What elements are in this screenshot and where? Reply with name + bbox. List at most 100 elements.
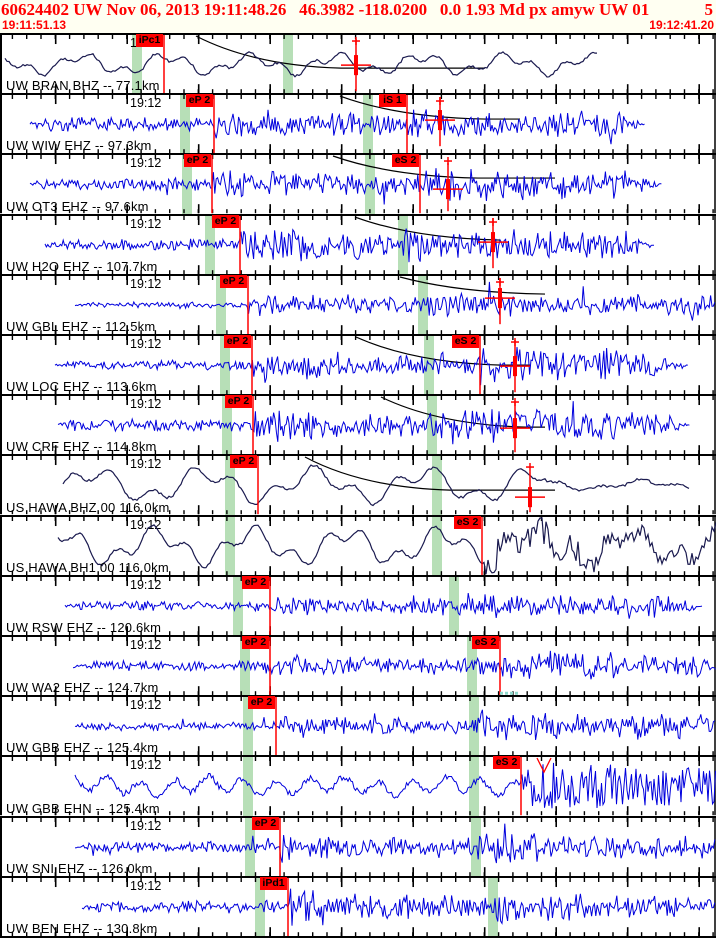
- station-label-ben-ehz: UW BEN EHZ -- 130.8km: [6, 921, 158, 937]
- predicted-s-band-gbb-ehn: [469, 757, 479, 816]
- predicted-p-band-ben-ehz: [255, 877, 265, 937]
- station-label-sni-ehz: UW SNI EHZ -- 126.0km: [6, 860, 153, 876]
- time-range-row: 19:11:51.13 19:12:41.20: [0, 19, 716, 32]
- minute-label: 19:12: [130, 276, 162, 291]
- phase-pick-label-gbb-ehz-0[interactable]: eP 2: [248, 696, 275, 710]
- phase-pick-label-wa2-ehz-1[interactable]: eS 2: [472, 636, 499, 650]
- coda-decay-curve: [195, 35, 485, 69]
- minute-label: 19:12: [130, 457, 162, 472]
- predicted-p-band-sni-ehz: [245, 817, 255, 876]
- amplitude-marker[interactable]: [500, 398, 530, 453]
- amplitude-marker[interactable]: [425, 97, 455, 147]
- trace-panel-ben-ehz[interactable]: 19:12 iPd1 UW BEN EHZ -- 130.8km: [0, 875, 716, 938]
- trace-panel-gbl-ehz[interactable]: 19:12 eP 2 UW GBL EHZ -- 112.5km: [0, 273, 716, 335]
- phase-pick-label-loc-ehz-1[interactable]: eS 2: [452, 335, 479, 349]
- amplitude-marker[interactable]: [433, 157, 463, 212]
- station-label-h2o-ehz: UW H2O EHZ -- 107.7km: [6, 258, 158, 274]
- coda-decay-curve: [304, 456, 555, 492]
- minute-label: 19:12: [130, 878, 162, 893]
- station-label-wiw-ehz: UW WIW EHZ -- 97.3km: [6, 138, 152, 154]
- waveform-canvas-wiw-ehz: [0, 95, 716, 154]
- seismogram-trace-bran-bhz: [4, 51, 597, 78]
- amplitude-marker[interactable]: [478, 217, 508, 268]
- event-flag-count: 5: [704, 0, 714, 19]
- waveform-canvas-loc-ehz: [0, 336, 716, 395]
- seismogram-trace-gbb-ehz: [74, 709, 716, 741]
- seismogram-trace-ben-ehz: [81, 888, 716, 926]
- trace-panel-wiw-ehz[interactable]: 19:12 eP 2 iS 1 UW WIW EHZ -- 97.3km: [0, 93, 716, 154]
- minute-label: 19:12: [130, 517, 162, 532]
- trace-panel-ot3-ehz[interactable]: 19:12 eP 2 eS 2 UW OT3 EHZ -- 97.6km: [0, 153, 716, 214]
- station-label-wa2-ehz: UW WA2 EHZ -- 124.7km: [6, 680, 159, 696]
- station-label-ot3-ehz: UW OT3 EHZ -- 97.6km: [6, 198, 149, 214]
- minute-label: 19:12: [130, 577, 162, 592]
- predicted-p-band-wa2-ehz: [240, 637, 250, 696]
- seismogram-trace-hawa-bh1: [57, 517, 716, 574]
- seismogram-trace-ot3-ehz: [29, 168, 662, 205]
- phase-pick-label-bran-bhz-0[interactable]: iPc1: [136, 34, 163, 47]
- caret-marker: [536, 758, 552, 774]
- predicted-p-band-hawa-bh1: [225, 516, 235, 575]
- waveform-canvas-h2o-ehz: [0, 215, 716, 274]
- phase-pick-label-loc-ehz-0[interactable]: eP 2: [224, 335, 251, 349]
- predicted-p-band-h2o-ehz: [205, 215, 215, 274]
- seismogram-trace-h2o-ehz: [44, 227, 655, 262]
- minute-label: 19:12: [130, 156, 162, 171]
- amplitude-marker[interactable]: [515, 463, 545, 513]
- predicted-s-band-rsw-ehz: [449, 576, 459, 636]
- phase-pick-label-gbb-ehn-0[interactable]: eS 2: [493, 756, 520, 770]
- predicted-s-band-loc-ehz: [424, 336, 434, 395]
- predicted-s-band-h2o-ehz: [398, 215, 408, 274]
- phase-pick-label-ben-ehz-0[interactable]: iPd1: [260, 876, 287, 890]
- station-label-gbb-ehn: UW GBB EHN -- 125.4km: [6, 800, 160, 816]
- station-label-gbb-ehz: UW GBB EHZ -- 125.4km: [6, 740, 159, 756]
- predicted-s-band-gbl-ehz: [418, 275, 428, 335]
- minute-label: 19:12: [130, 216, 162, 231]
- phase-pick-label-rsw-ehz-0[interactable]: eP 2: [242, 575, 269, 589]
- phase-pick-label-ot3-ehz-0[interactable]: eP 2: [184, 154, 211, 168]
- predicted-p-band-ot3-ehz: [182, 155, 192, 214]
- phase-pick-label-wiw-ehz-0[interactable]: eP 2: [186, 94, 213, 108]
- trace-panel-hawa-bh1[interactable]: 19:12 eS 2 US HAWA BH1 00 116.0km: [0, 514, 716, 575]
- phase-pick-label-hawa-bh1-0[interactable]: eS 2: [454, 515, 481, 529]
- trace-panel-sni-ehz[interactable]: 19:12 eP 2 UW SNI EHZ -- 126.0km: [0, 815, 716, 876]
- coda-decay-curve: [380, 396, 545, 428]
- phase-pick-label-h2o-ehz-0[interactable]: eP 2: [212, 214, 239, 228]
- seismogram-trace-gbl-ehz: [74, 281, 716, 321]
- phase-pick-label-hawa-bhz-0[interactable]: eP 2: [230, 455, 257, 469]
- waveform-canvas-crf-ehz: [0, 396, 716, 455]
- predicted-p-band-gbb-ehn: [243, 757, 253, 816]
- phase-pick-label-sni-ehz-0[interactable]: eP 2: [252, 816, 279, 830]
- predicted-s-band-wa2-ehz: [467, 637, 477, 696]
- phase-pick-label-wa2-ehz-0[interactable]: eP 2: [242, 636, 269, 650]
- waveform-canvas-hawa-bh1: [0, 516, 716, 575]
- coda-decay-curve: [355, 336, 530, 366]
- amplitude-marker[interactable]: [500, 338, 530, 393]
- trace-panel-bran-bhz[interactable]: 19:12iPc1UW BRAN BHZ -- 77.1km: [0, 33, 716, 94]
- waveform-canvas-ot3-ehz: [0, 155, 716, 214]
- amplitude-marker[interactable]: [485, 277, 515, 324]
- trace-panel-gbb-ehz[interactable]: 19:12 eP 2 UW GBB EHZ -- 125.4km: [0, 695, 716, 756]
- amplitude-marker[interactable]: [341, 37, 371, 92]
- predicted-s-band-ot3-ehz: [365, 155, 375, 214]
- window-end-time: 19:12:41.20: [649, 18, 714, 32]
- minute-label: 19:12: [130, 96, 162, 111]
- phase-pick-label-ot3-ehz-1[interactable]: eS 2: [392, 154, 419, 168]
- phase-pick-label-wiw-ehz-1[interactable]: iS 1: [379, 94, 406, 108]
- phase-pick-label-gbl-ehz-0[interactable]: eP 2: [220, 274, 247, 288]
- phase-pick-label-crf-ehz-0[interactable]: eP 2: [225, 395, 252, 409]
- predicted-p-band-gbb-ehz: [243, 697, 253, 756]
- trace-panel-wa2-ehz[interactable]: 19:12 eP 2 eS 2 UW WA2 EHZ -- 124.7km: [0, 635, 716, 696]
- trace-panel-rsw-ehz[interactable]: 19:12 eP 2 UW RSW EHZ -- 120.6km: [0, 574, 716, 636]
- trace-panel-h2o-ehz[interactable]: 19:12 eP 2 UW H2O EHZ -- 107.7km: [0, 213, 716, 274]
- trace-panel-loc-ehz[interactable]: 19:12 eP 2 eS 2 UW LOC EHZ -- 113.6km: [0, 334, 716, 395]
- predicted-s-band-hawa-bh1: [432, 516, 442, 575]
- trace-panel-crf-ehz[interactable]: 19:12 eP 2 UW CRF EHZ -- 114.8km: [0, 394, 716, 455]
- trace-panel-gbb-ehn[interactable]: 19:12 eS 2 UW GBB EHN -- 125.4km: [0, 755, 716, 816]
- seismogram-trace-hawa-bhz: [62, 464, 690, 507]
- seismogram-trace-loc-ehz: [54, 347, 688, 386]
- predicted-p-band-bran-bhz: [132, 35, 142, 94]
- predicted-s-band-gbb-ehz: [469, 697, 479, 756]
- trace-panel-hawa-bhz[interactable]: 19:12 eP 2 US HAWA BHZ 00 116.0km: [0, 454, 716, 515]
